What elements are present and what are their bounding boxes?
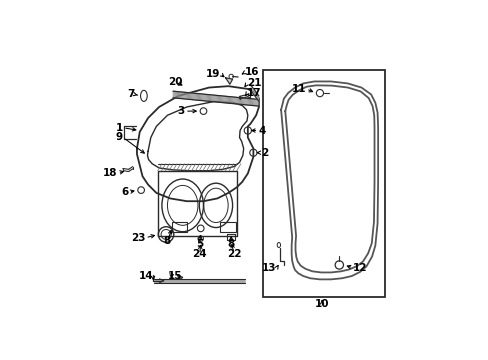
Text: 9: 9 xyxy=(116,132,123,143)
Text: 15: 15 xyxy=(167,271,182,281)
Text: 10: 10 xyxy=(314,299,329,309)
Text: 11: 11 xyxy=(291,84,305,94)
Text: 5: 5 xyxy=(196,239,203,249)
Text: 7: 7 xyxy=(127,90,135,99)
Text: 16: 16 xyxy=(244,67,259,77)
Text: 21: 21 xyxy=(247,78,261,89)
Text: 22: 22 xyxy=(226,249,241,260)
Bar xyxy=(263,69,384,297)
Text: 1: 1 xyxy=(116,123,123,133)
Text: 2: 2 xyxy=(261,148,268,158)
Polygon shape xyxy=(225,78,232,84)
Text: 8: 8 xyxy=(163,237,171,246)
Text: 13: 13 xyxy=(262,263,276,273)
Text: 19: 19 xyxy=(205,69,220,79)
Text: 3: 3 xyxy=(177,106,184,116)
Text: 17: 17 xyxy=(247,88,262,98)
Text: 4: 4 xyxy=(258,126,265,135)
Text: 20: 20 xyxy=(167,77,182,87)
Text: 8: 8 xyxy=(227,239,234,249)
Text: 6: 6 xyxy=(121,187,128,197)
Polygon shape xyxy=(177,275,183,279)
Text: 14: 14 xyxy=(138,271,153,281)
Text: 23: 23 xyxy=(130,233,145,243)
Bar xyxy=(220,222,236,232)
Text: 24: 24 xyxy=(192,249,207,260)
Text: 12: 12 xyxy=(352,263,367,273)
Text: 18: 18 xyxy=(103,168,117,178)
Bar xyxy=(172,222,186,232)
